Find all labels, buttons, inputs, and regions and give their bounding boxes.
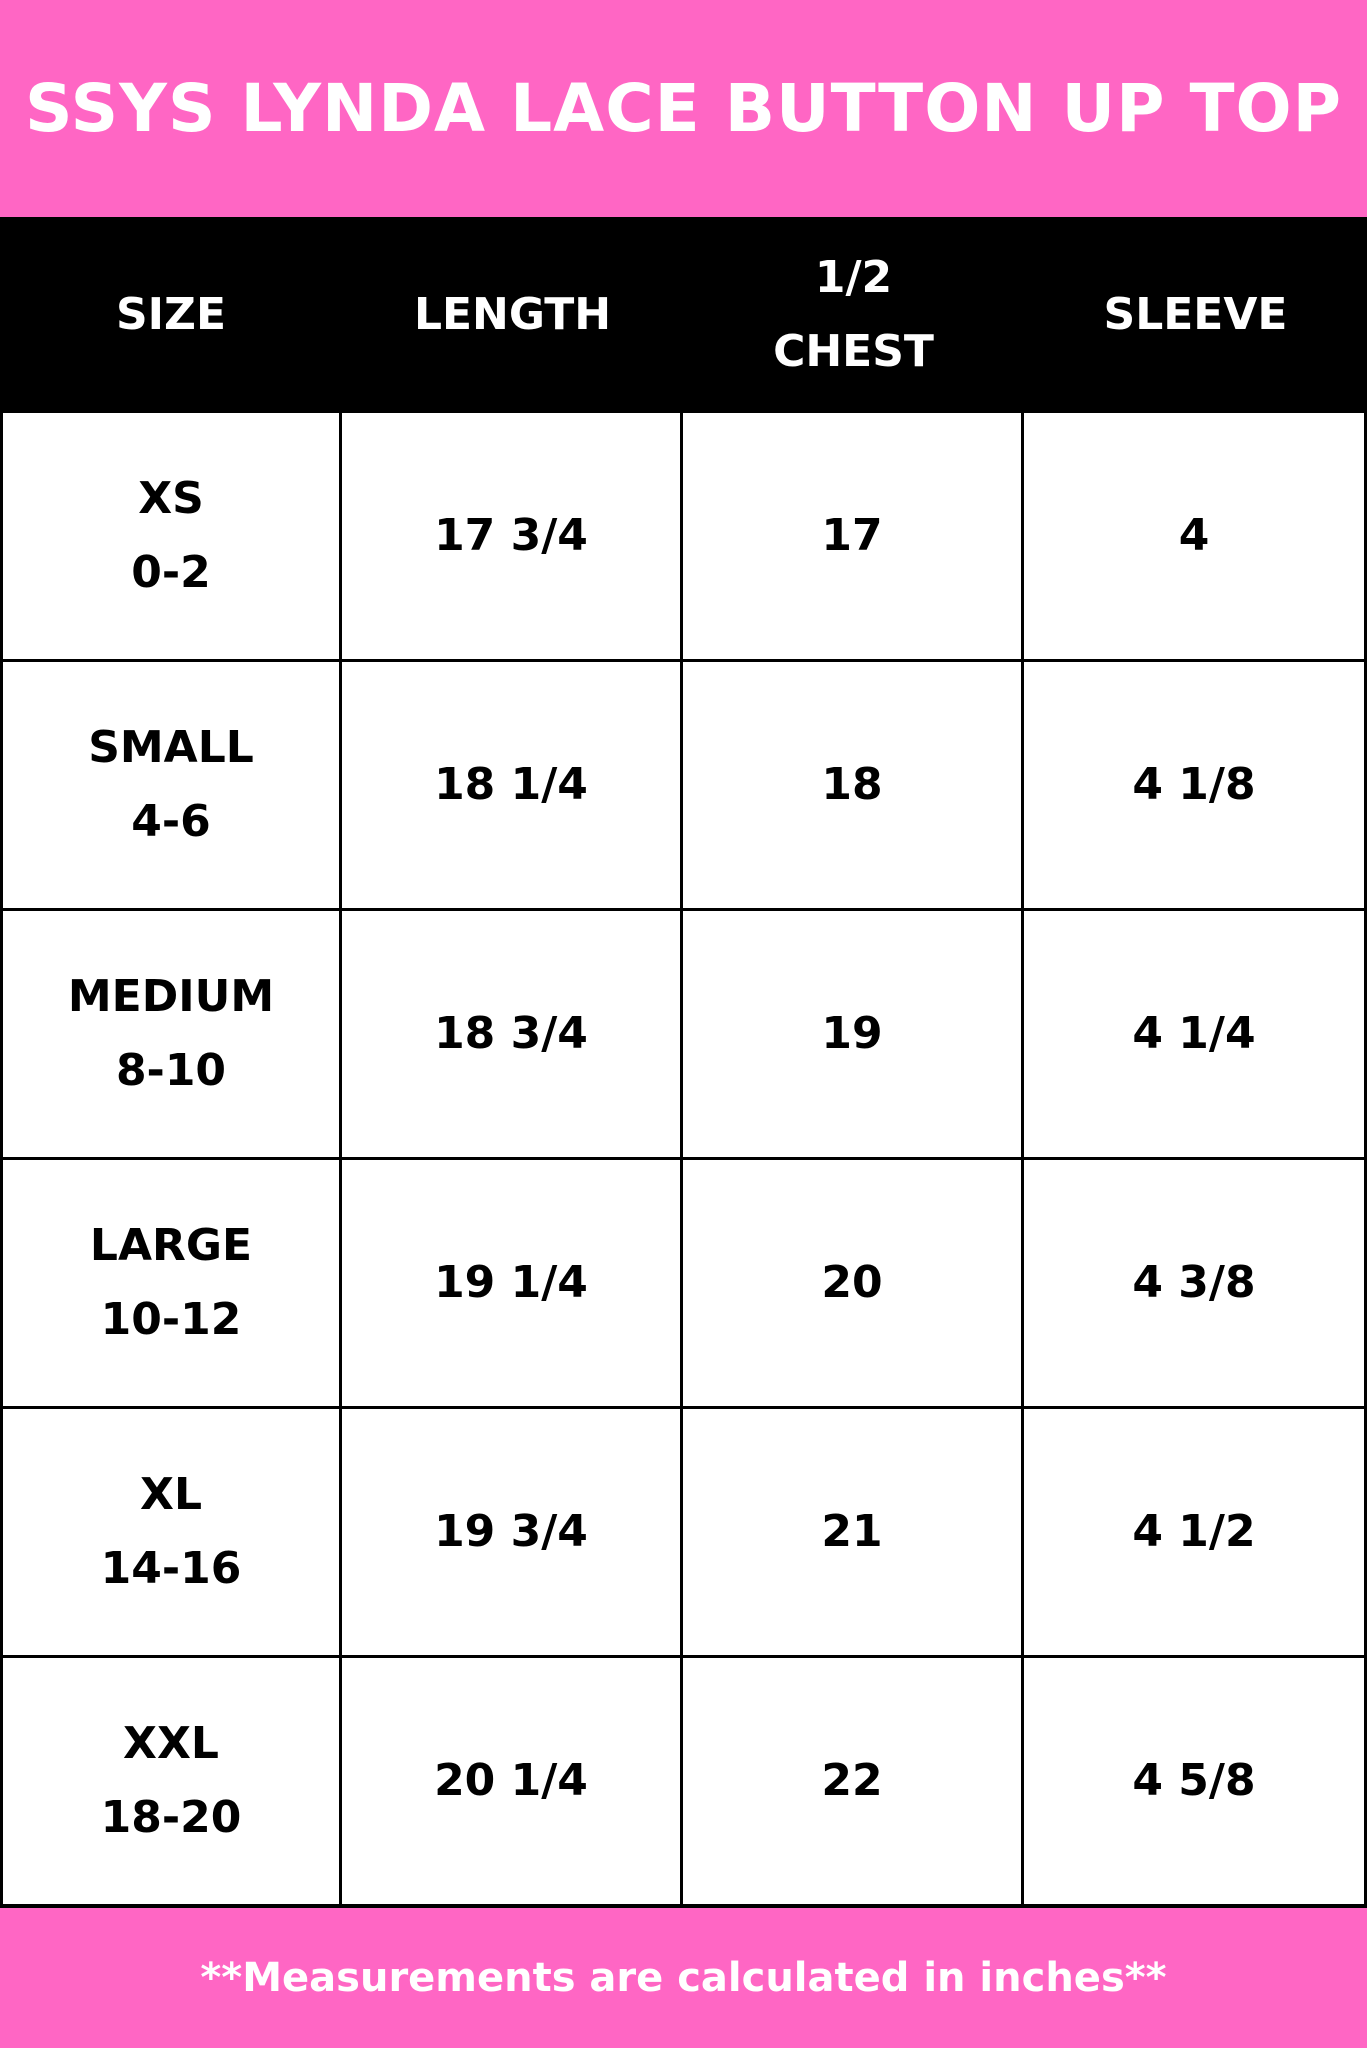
table-row: XL 14-16 19 3/4 21 4 1/2 (0, 1409, 1367, 1658)
size-chart-table: SIZE LENGTH 1/2 CHEST SLEEVE XS 0-2 17 3… (0, 217, 1367, 1908)
size-range: 8-10 (115, 1045, 227, 1096)
sleeve-cell: 4 1/4 (1024, 911, 1364, 1157)
length-cell: 20 1/4 (342, 1658, 680, 1904)
column-header-size: SIZE (115, 289, 227, 340)
sleeve-cell: 4 (1024, 413, 1364, 659)
sleeve-cell: 4 1/2 (1024, 1409, 1364, 1655)
size-cell: XL 14-16 (3, 1409, 339, 1655)
table-row: XS 0-2 17 3/4 17 4 (0, 413, 1367, 662)
column-header-sleeve: SLEEVE (1103, 289, 1288, 340)
size-cell: LARGE 10-12 (3, 1160, 339, 1406)
table-row: XXL 18-20 20 1/4 22 4 5/8 (0, 1658, 1367, 1907)
length-cell: 17 3/4 (342, 413, 680, 659)
sleeve-cell: 4 3/8 (1024, 1160, 1364, 1406)
chest-cell: 17 (683, 413, 1021, 659)
size-label: LARGE (89, 1220, 253, 1271)
size-label: XS (138, 473, 204, 524)
size-label: XXL (123, 1718, 219, 1769)
column-header-chest: 1/2 CHEST (773, 252, 934, 377)
table-header-row: SIZE LENGTH 1/2 CHEST SLEEVE (0, 217, 1367, 413)
size-cell: SMALL 4-6 (3, 662, 339, 908)
size-cell: XS 0-2 (3, 413, 339, 659)
size-range: 4-6 (131, 796, 211, 847)
size-range: 10-12 (100, 1294, 242, 1345)
length-cell: 18 1/4 (342, 662, 680, 908)
table-row: SMALL 4-6 18 1/4 18 4 1/8 (0, 662, 1367, 911)
size-range: 0-2 (131, 547, 211, 598)
column-header-length: LENGTH (413, 289, 612, 340)
size-label: MEDIUM (67, 971, 275, 1022)
size-cell: MEDIUM 8-10 (3, 911, 339, 1157)
length-cell: 18 3/4 (342, 911, 680, 1157)
length-cell: 19 3/4 (342, 1409, 680, 1655)
sleeve-cell: 4 1/8 (1024, 662, 1364, 908)
chest-cell: 20 (683, 1160, 1021, 1406)
size-range: 18-20 (100, 1792, 242, 1843)
size-range: 14-16 (100, 1543, 242, 1594)
chest-cell: 22 (683, 1658, 1021, 1904)
size-cell: XXL 18-20 (3, 1658, 339, 1904)
sleeve-cell: 4 5/8 (1024, 1658, 1364, 1904)
size-label: SMALL (88, 722, 254, 773)
length-cell: 19 1/4 (342, 1160, 680, 1406)
chest-cell: 21 (683, 1409, 1021, 1655)
table-row: LARGE 10-12 19 1/4 20 4 3/8 (0, 1160, 1367, 1409)
chest-cell: 18 (683, 662, 1021, 908)
size-label: XL (140, 1469, 202, 1520)
footer-note: **Measurements are calculated in inches*… (200, 1955, 1167, 2001)
page-title: SSYS LYNDA LACE BUTTON UP TOP (25, 70, 1342, 147)
table-body: XS 0-2 17 3/4 17 4 SMALL 4-6 18 1/4 18 4… (0, 413, 1367, 1907)
chest-cell: 19 (683, 911, 1021, 1157)
table-row: MEDIUM 8-10 18 3/4 19 4 1/4 (0, 911, 1367, 1160)
